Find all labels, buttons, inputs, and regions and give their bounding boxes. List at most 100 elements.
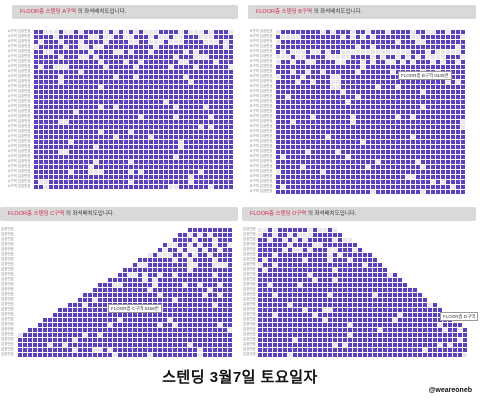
seat[interactable] — [129, 165, 133, 169]
seat[interactable] — [456, 180, 460, 184]
seat[interactable] — [203, 353, 207, 357]
seat[interactable] — [214, 185, 218, 189]
seat[interactable] — [104, 85, 108, 89]
seat[interactable] — [223, 253, 227, 257]
seat[interactable] — [326, 160, 330, 164]
seat[interactable] — [224, 75, 228, 79]
seat[interactable] — [431, 85, 435, 89]
seat[interactable] — [366, 175, 370, 179]
seat[interactable] — [283, 333, 287, 337]
seat[interactable] — [291, 120, 295, 124]
seat[interactable] — [281, 85, 285, 89]
seat[interactable] — [426, 190, 430, 194]
seat[interactable] — [179, 160, 183, 164]
seat[interactable] — [153, 278, 157, 282]
seat[interactable] — [113, 313, 117, 317]
seat[interactable] — [124, 85, 128, 89]
seat[interactable] — [443, 323, 447, 327]
seat[interactable] — [283, 238, 287, 242]
seat[interactable] — [293, 243, 297, 247]
seat[interactable] — [436, 115, 440, 119]
seat[interactable] — [346, 75, 350, 79]
seat[interactable] — [356, 135, 360, 139]
seat[interactable] — [124, 75, 128, 79]
seat[interactable] — [74, 170, 78, 174]
seat[interactable] — [396, 135, 400, 139]
seat[interactable] — [214, 170, 218, 174]
seat[interactable] — [89, 120, 93, 124]
seat[interactable] — [433, 353, 437, 357]
seat[interactable] — [268, 318, 272, 322]
seat[interactable] — [316, 60, 320, 64]
seat[interactable] — [283, 298, 287, 302]
seat[interactable] — [338, 323, 342, 327]
seat[interactable] — [421, 50, 425, 54]
seat[interactable] — [426, 110, 430, 114]
seat[interactable] — [53, 338, 57, 342]
seat[interactable] — [283, 293, 287, 297]
seat[interactable] — [229, 70, 233, 74]
seat[interactable] — [423, 338, 427, 342]
seat[interactable] — [461, 45, 465, 49]
seat[interactable] — [134, 120, 138, 124]
seat[interactable] — [94, 105, 98, 109]
seat[interactable] — [298, 318, 302, 322]
seat[interactable] — [391, 40, 395, 44]
seat[interactable] — [361, 90, 365, 94]
seat[interactable] — [59, 185, 63, 189]
seat[interactable] — [143, 273, 147, 277]
seat[interactable] — [321, 30, 325, 34]
seat[interactable] — [64, 90, 68, 94]
seat[interactable] — [368, 258, 372, 262]
seat[interactable] — [99, 30, 103, 34]
seat[interactable] — [169, 185, 173, 189]
seat[interactable] — [406, 120, 410, 124]
seat[interactable] — [346, 180, 350, 184]
seat[interactable] — [301, 30, 305, 34]
seat[interactable] — [144, 65, 148, 69]
seat[interactable] — [78, 338, 82, 342]
seat[interactable] — [316, 110, 320, 114]
seat[interactable] — [199, 70, 203, 74]
seat[interactable] — [376, 140, 380, 144]
seat[interactable] — [391, 140, 395, 144]
seat[interactable] — [366, 190, 370, 194]
seat[interactable] — [321, 125, 325, 129]
seat[interactable] — [218, 263, 222, 267]
seat[interactable] — [149, 85, 153, 89]
seat[interactable] — [303, 318, 307, 322]
seat[interactable] — [204, 90, 208, 94]
seat[interactable] — [416, 95, 420, 99]
seat[interactable] — [363, 268, 367, 272]
seat[interactable] — [301, 150, 305, 154]
seat[interactable] — [361, 95, 365, 99]
seat[interactable] — [421, 125, 425, 129]
seat[interactable] — [388, 348, 392, 352]
seat[interactable] — [63, 348, 67, 352]
seat[interactable] — [461, 150, 465, 154]
seat[interactable] — [436, 125, 440, 129]
seat[interactable] — [331, 140, 335, 144]
seat[interactable] — [69, 45, 73, 49]
seat[interactable] — [293, 328, 297, 332]
seat[interactable] — [183, 263, 187, 267]
seat[interactable] — [229, 120, 233, 124]
seat[interactable] — [308, 333, 312, 337]
seat[interactable] — [386, 65, 390, 69]
seat[interactable] — [353, 268, 357, 272]
seat[interactable] — [408, 328, 412, 332]
seat[interactable] — [361, 35, 365, 39]
seat[interactable] — [303, 338, 307, 342]
seat[interactable] — [124, 175, 128, 179]
seat[interactable] — [308, 328, 312, 332]
seat[interactable] — [303, 253, 307, 257]
seat[interactable] — [353, 248, 357, 252]
seat[interactable] — [69, 50, 73, 54]
seat[interactable] — [348, 278, 352, 282]
seat[interactable] — [39, 135, 43, 139]
seat[interactable] — [154, 110, 158, 114]
seat[interactable] — [346, 170, 350, 174]
seat[interactable] — [94, 85, 98, 89]
seat[interactable] — [78, 318, 82, 322]
seat[interactable] — [129, 85, 133, 89]
